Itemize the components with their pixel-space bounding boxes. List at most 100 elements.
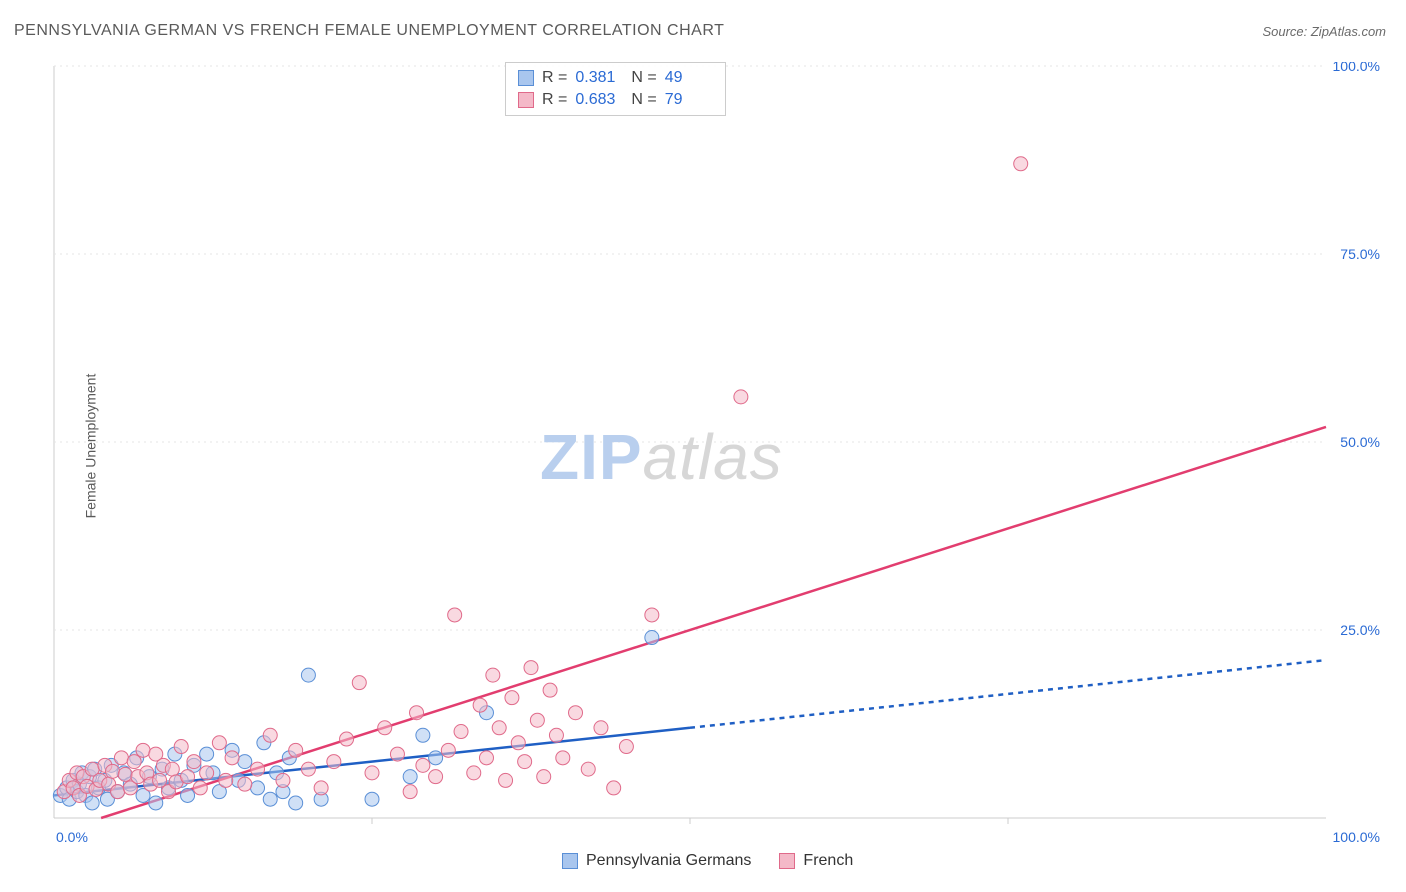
data-point-pg [85, 796, 99, 810]
y-tick-label: 50.0% [1340, 434, 1380, 450]
plot-svg: 25.0% 50.0% 75.0% 100.0% 0.0% 100.0% [50, 62, 1386, 848]
data-point-pg [429, 751, 443, 765]
data-point-fr [543, 683, 557, 697]
legend-swatch-pg [562, 853, 578, 869]
stat-N-value-fr: 79 [665, 91, 713, 109]
x-tick-label: 100.0% [1333, 829, 1380, 845]
data-point-fr [219, 773, 233, 787]
data-point-fr [390, 747, 404, 761]
data-point-fr [365, 766, 379, 780]
data-point-fr [537, 770, 551, 784]
legend-swatch-fr [779, 853, 795, 869]
data-point-fr [238, 777, 252, 791]
data-point-fr [473, 698, 487, 712]
data-point-fr [549, 728, 563, 742]
data-point-fr [289, 743, 303, 757]
data-point-pg [181, 788, 195, 802]
x-tick-label: 0.0% [56, 829, 88, 845]
data-point-fr [352, 676, 366, 690]
data-point-fr [378, 721, 392, 735]
legend-item-fr: French [779, 852, 853, 870]
legend-label-pg: Pennsylvania Germans [586, 852, 751, 870]
data-point-pg [200, 747, 214, 761]
data-point-fr [645, 608, 659, 622]
data-point-fr [556, 751, 570, 765]
data-point-fr [403, 785, 417, 799]
data-point-fr [314, 781, 328, 795]
stats-row-pg: R = 0.381 N = 49 [506, 67, 725, 89]
data-point-fr [569, 706, 583, 720]
stat-N-value-pg: 49 [665, 69, 713, 87]
data-point-fr [181, 770, 195, 784]
data-point-fr [212, 736, 226, 750]
data-point-pg [645, 631, 659, 645]
data-point-pg [238, 755, 252, 769]
data-point-fr [479, 751, 493, 765]
data-point-fr [505, 691, 519, 705]
stat-N-label: N = [631, 91, 656, 109]
data-point-fr [607, 781, 621, 795]
data-point-fr [467, 766, 481, 780]
data-point-fr [106, 764, 120, 778]
legend-label-fr: French [803, 852, 853, 870]
data-point-fr [518, 755, 532, 769]
data-point-fr [153, 773, 167, 787]
data-point-pg [416, 728, 430, 742]
data-point-fr [301, 762, 315, 776]
data-point-pg [149, 796, 163, 810]
data-point-fr [193, 781, 207, 795]
data-point-fr [276, 773, 290, 787]
data-point-fr [327, 755, 341, 769]
data-point-fr [734, 390, 748, 404]
source-attribution: Source: ZipAtlas.com [1262, 24, 1386, 39]
data-point-pg [365, 792, 379, 806]
data-point-pg [289, 796, 303, 810]
data-point-fr [581, 762, 595, 776]
data-point-fr [187, 755, 201, 769]
data-point-fr [524, 661, 538, 675]
data-point-fr [448, 608, 462, 622]
data-point-fr [499, 773, 513, 787]
data-point-fr [530, 713, 544, 727]
data-point-fr [127, 755, 141, 769]
data-point-fr [165, 762, 179, 776]
data-point-pg [301, 668, 315, 682]
data-point-fr [594, 721, 608, 735]
data-point-fr [200, 766, 214, 780]
data-point-fr [486, 668, 500, 682]
data-point-pg [403, 770, 417, 784]
data-point-fr [429, 770, 443, 784]
data-point-fr [225, 751, 239, 765]
swatch-fr [518, 92, 534, 108]
y-tick-label: 100.0% [1333, 62, 1380, 74]
data-point-fr [1014, 157, 1028, 171]
stat-N-label: N = [631, 69, 656, 87]
legend-item-pg: Pennsylvania Germans [562, 852, 751, 870]
chart-title: PENNSYLVANIA GERMAN VS FRENCH FEMALE UNE… [14, 22, 724, 40]
y-tick-label: 25.0% [1340, 622, 1380, 638]
data-point-pg [263, 792, 277, 806]
stats-row-fr: R = 0.683 N = 79 [506, 89, 725, 111]
data-point-fr [511, 736, 525, 750]
swatch-pg [518, 70, 534, 86]
data-point-fr [263, 728, 277, 742]
stat-R-label: R = [542, 91, 567, 109]
scatter-plot: 25.0% 50.0% 75.0% 100.0% 0.0% 100.0% R = 0.381… [50, 62, 1386, 848]
data-point-fr [410, 706, 424, 720]
data-point-fr [111, 785, 125, 799]
regression-line-pg-dash [690, 660, 1326, 728]
data-point-fr [619, 740, 633, 754]
data-point-fr [441, 743, 455, 757]
data-point-pg [251, 781, 265, 795]
stat-R-label: R = [542, 69, 567, 87]
data-point-fr [340, 732, 354, 746]
correlation-stats-box: R = 0.381 N = 49 R = 0.683 N = 79 [505, 62, 726, 116]
data-point-fr [492, 721, 506, 735]
data-point-fr [174, 740, 188, 754]
stat-R-value-fr: 0.683 [575, 91, 623, 109]
stat-R-value-pg: 0.381 [575, 69, 623, 87]
data-point-fr [251, 762, 265, 776]
y-tick-label: 75.0% [1340, 246, 1380, 262]
data-point-fr [136, 743, 150, 757]
data-point-fr [454, 725, 468, 739]
